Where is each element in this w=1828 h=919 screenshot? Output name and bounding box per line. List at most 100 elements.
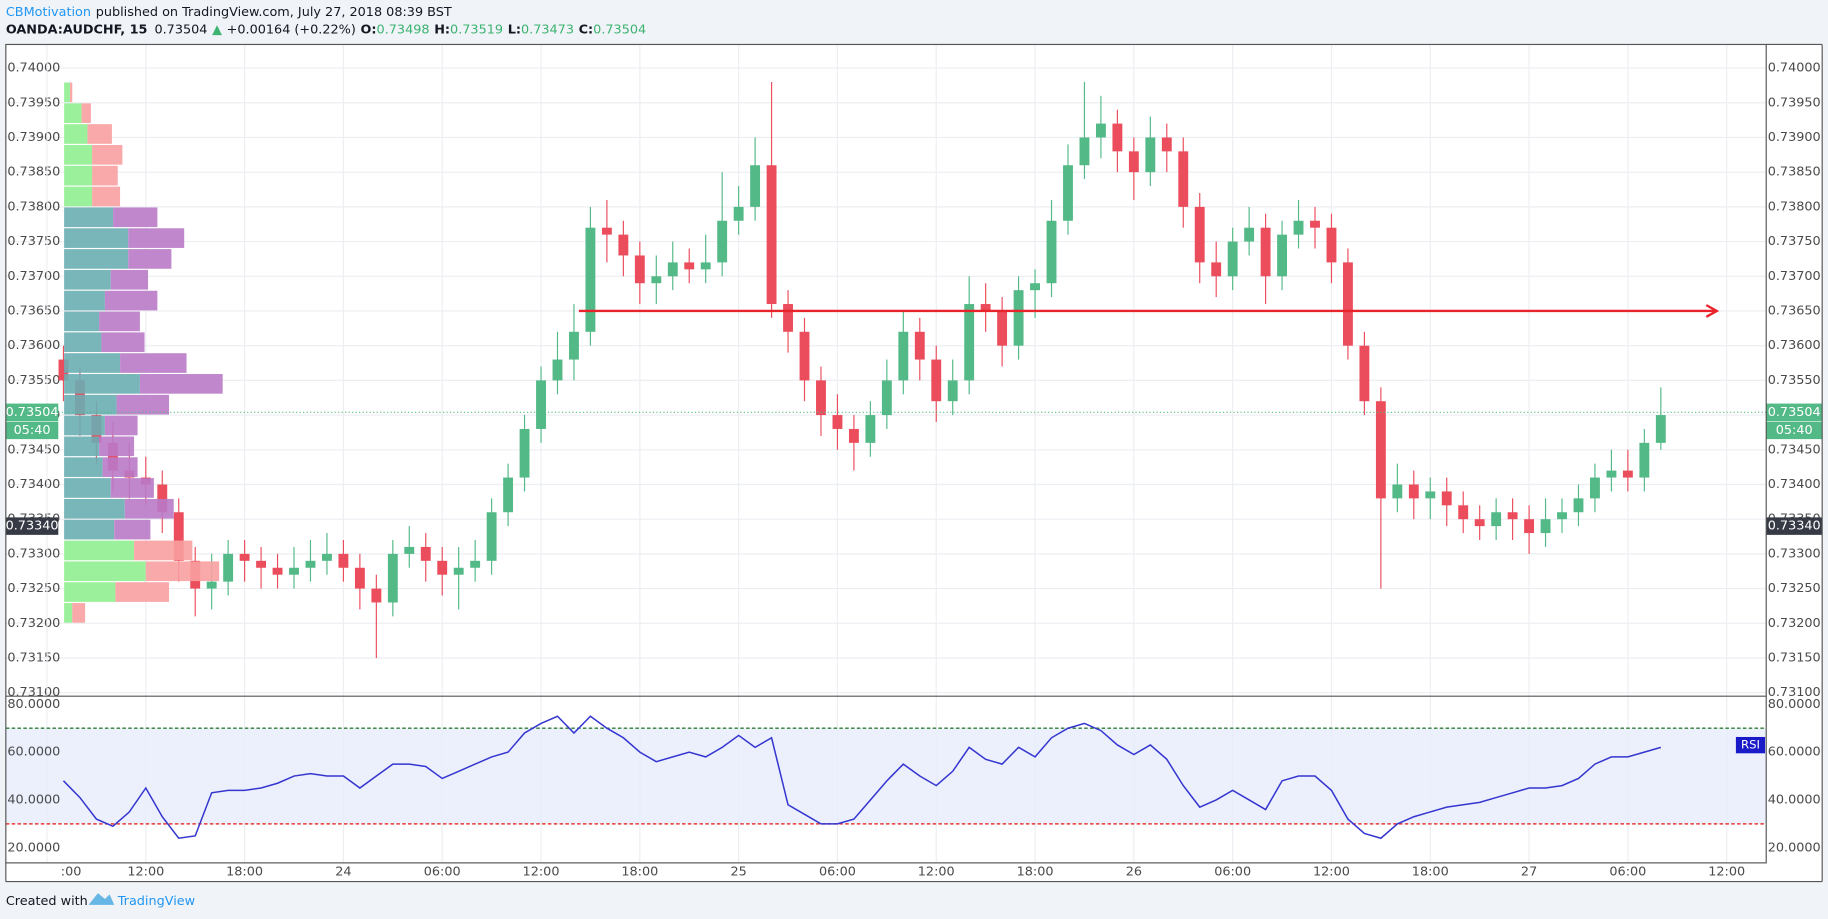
candle-body — [404, 546, 415, 554]
y-tick-label: 0.73250 — [7, 581, 60, 596]
candle-body — [865, 415, 876, 443]
profile-down — [104, 415, 138, 436]
y-tick-label: 0.73250 — [1768, 581, 1821, 596]
y-tick-label: 0.74000 — [1768, 61, 1821, 76]
profile-down — [114, 519, 151, 540]
y-tick-label: 0.73200 — [7, 616, 60, 631]
x-tick-label: 06:00 — [1214, 865, 1251, 880]
y-tick-label: 0.73700 — [7, 269, 60, 284]
profile-up — [64, 436, 100, 457]
author[interactable]: CBMotivation — [6, 4, 91, 19]
candle-body — [322, 553, 332, 561]
profile-down — [101, 332, 145, 353]
symbol-line: OANDA:AUDCHF, 15 0.73504 ▲ +0.00164 (+0.22%… — [6, 22, 646, 37]
countdown-label: 05:40 — [14, 423, 51, 438]
candle-body — [1244, 227, 1255, 242]
profile-down — [87, 124, 112, 144]
candle-body — [832, 415, 843, 429]
x-tick-label: 06:00 — [424, 865, 461, 880]
footer-brand[interactable]: TradingView — [117, 894, 195, 909]
y-tick-label: 0.73400 — [1768, 477, 1821, 492]
profile-up — [64, 394, 117, 415]
price-box — [5, 517, 59, 535]
candle-body — [1590, 477, 1600, 499]
candle-body — [1507, 512, 1518, 520]
candle-body — [1277, 234, 1288, 277]
rsi-tick-label: 40.0000 — [7, 792, 60, 807]
profile-up — [64, 519, 115, 540]
candle-body — [354, 567, 365, 589]
profile-up — [64, 249, 129, 269]
rsi-badge-label: RSI — [1741, 738, 1760, 752]
candle-body — [1458, 505, 1469, 520]
candle-body — [651, 276, 662, 284]
rsi-tick-label: 20.0000 — [7, 840, 60, 855]
candle-body — [1013, 290, 1024, 346]
x-tick-label: 18:00 — [226, 865, 263, 880]
logo-icon — [88, 893, 115, 905]
candle-body — [107, 442, 118, 471]
profile-up — [64, 228, 129, 248]
countdown-label: 05:40 — [1776, 423, 1813, 438]
y-tick-label: 0.73850 — [1768, 165, 1821, 180]
x-tick-label: 12:00 — [918, 865, 955, 880]
candle-body — [272, 567, 283, 575]
price-box-label: 0.73340 — [6, 519, 59, 534]
profile-up — [64, 269, 111, 290]
tradingview-logo[interactable]: TradingView — [88, 893, 196, 909]
profile-up — [64, 82, 70, 103]
profile-down — [92, 144, 123, 165]
price-box-label: 0.73504 — [1768, 405, 1821, 420]
candle-body — [223, 553, 234, 582]
candle-body — [569, 331, 579, 360]
countdown-box — [5, 421, 59, 440]
price-box-label: 0.73504 — [6, 405, 59, 420]
candle-body — [1178, 151, 1189, 207]
profile-down — [69, 82, 73, 103]
legend-key: L: — [508, 22, 521, 37]
candle-body — [618, 234, 629, 256]
legend-key: O: — [361, 22, 377, 37]
rsi-tick-label: 40.0000 — [1768, 792, 1821, 807]
candle-body — [1079, 137, 1090, 166]
candle-body — [1227, 241, 1238, 277]
candle-body — [371, 588, 382, 603]
candle-body — [1293, 220, 1304, 235]
y-tick-label: 0.73400 — [7, 477, 60, 492]
price-box — [1766, 517, 1823, 535]
y-tick-label: 0.73650 — [1768, 303, 1821, 318]
y-tick-label: 0.73900 — [1768, 130, 1821, 145]
profile-down — [128, 228, 185, 248]
x-tick-label: 18:00 — [621, 865, 658, 880]
x-tick-label: 12:00 — [523, 865, 560, 880]
y-tick-label: 0.74000 — [7, 61, 60, 76]
symbol: OANDA:AUDCHF, 15 — [6, 22, 148, 37]
candle-body — [881, 380, 892, 416]
profile-down — [110, 478, 154, 498]
profile-down — [116, 394, 170, 415]
y-tick-label: 0.73800 — [7, 199, 60, 214]
y-tick-label: 0.73450 — [1768, 442, 1821, 457]
price-box-label: 0.73340 — [1768, 519, 1821, 534]
candle-body — [1606, 470, 1617, 478]
candle-body — [157, 484, 168, 513]
profile-down — [99, 436, 135, 457]
y-tick-label: 0.73300 — [7, 546, 60, 561]
profile-up — [64, 165, 93, 186]
x-tick-label: 06:00 — [1609, 865, 1646, 880]
candle-body — [601, 227, 612, 235]
candle-body — [684, 262, 695, 270]
candle-body — [58, 359, 69, 381]
candle-body — [503, 477, 514, 513]
pane-border — [5, 43, 1767, 864]
x-tick-label: :00 — [61, 865, 82, 880]
candle-body — [766, 165, 777, 305]
profile-down — [113, 207, 158, 228]
y-tick-label: 0.73900 — [7, 130, 60, 145]
candle-body — [1112, 123, 1123, 152]
profile-up — [64, 540, 135, 561]
rsi-tick-label: 80.0000 — [1768, 697, 1821, 712]
candle-body — [980, 304, 991, 311]
candle-body — [305, 560, 316, 568]
candle-body — [173, 512, 184, 561]
